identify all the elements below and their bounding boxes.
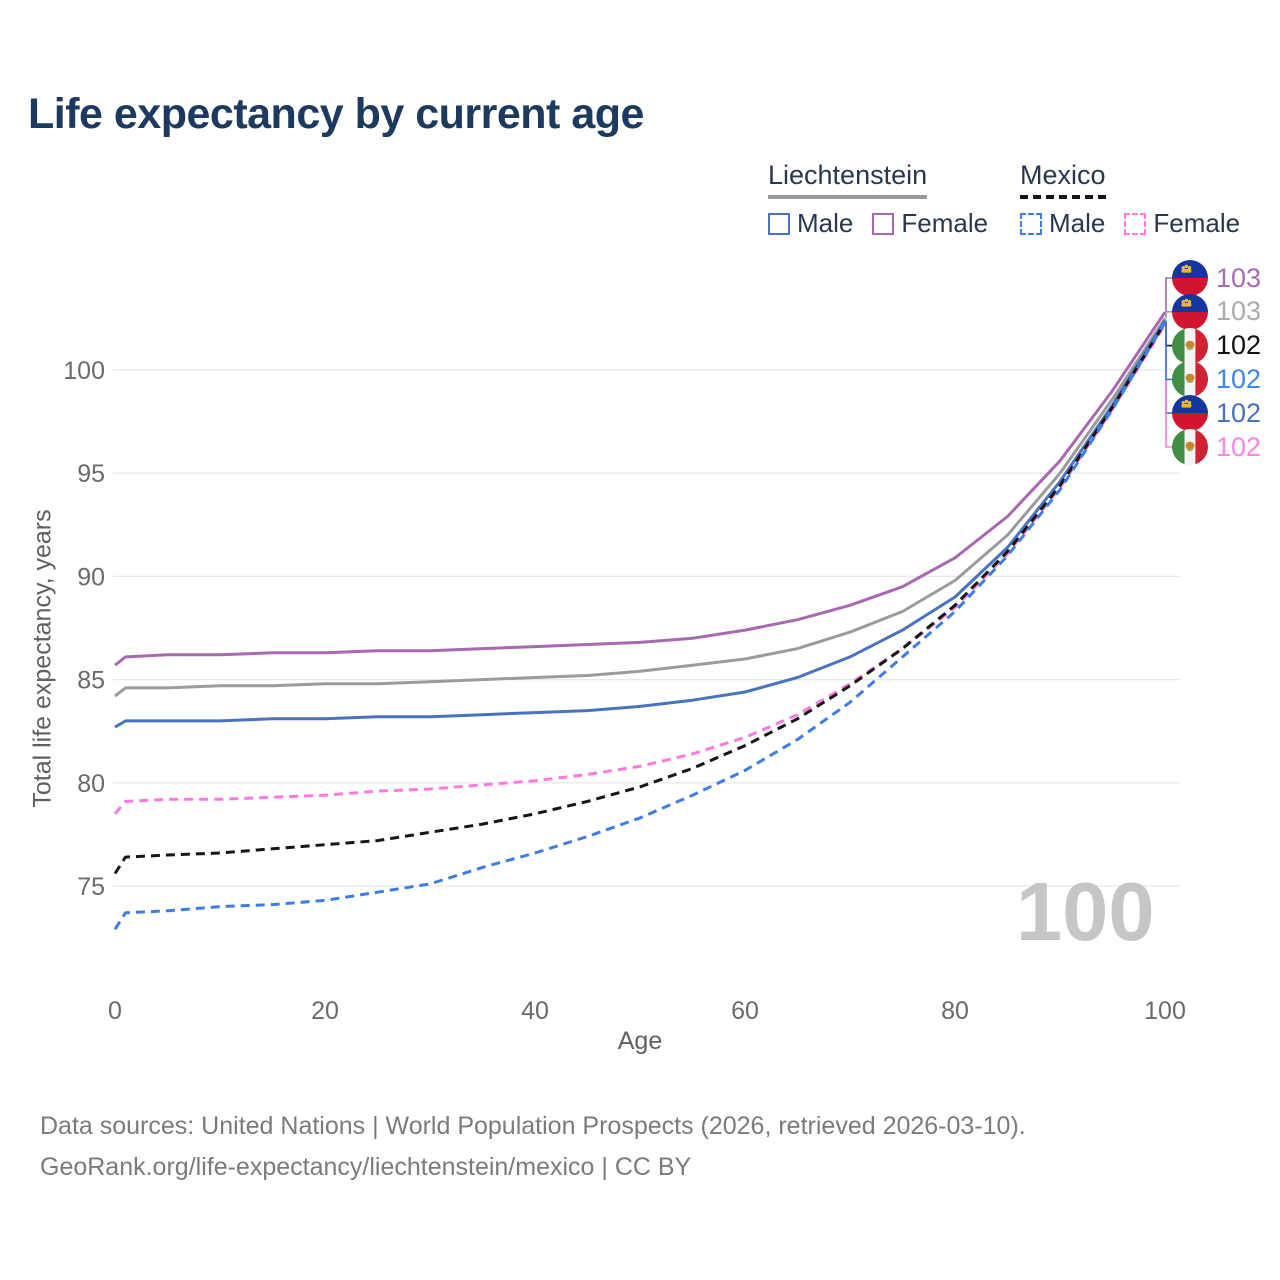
- liechtenstein-flag-icon: [1172, 260, 1208, 296]
- end-label-connector: [1165, 322, 1174, 381]
- mexico-flag-icon: [1172, 361, 1208, 398]
- legend-swatch-icon: [872, 212, 895, 235]
- series-line-mexico-all[interactable]: [113, 321, 1167, 875]
- x-tick-label: 80: [941, 997, 969, 1025]
- y-tick-label: 100: [63, 357, 105, 385]
- end-label-row: 102: [1172, 327, 1262, 364]
- y-tick-label: 80: [77, 770, 105, 798]
- y-tick-label: 90: [77, 563, 105, 591]
- x-tick-label: 40: [521, 997, 549, 1025]
- end-label-value: 103: [1216, 296, 1262, 327]
- x-tick-label: 60: [731, 997, 759, 1025]
- legend-item-liechtenstein-female[interactable]: Female: [872, 208, 988, 239]
- end-label-value: 102: [1216, 363, 1262, 394]
- series-line-liechtenstein-female[interactable]: [114, 311, 1167, 667]
- end-label-row: 102: [1172, 395, 1262, 432]
- x-tick-label: 20: [311, 997, 339, 1025]
- series-line-mexico-male[interactable]: [113, 321, 1167, 931]
- end-label-row: 102: [1172, 429, 1261, 465]
- end-label-value: 102: [1216, 397, 1262, 428]
- y-tick-label: 95: [77, 460, 105, 488]
- legend-item-mexico-male[interactable]: Male: [1020, 208, 1105, 239]
- legend-item-liechtenstein-male[interactable]: Male: [768, 208, 853, 239]
- legend-swatch-icon: [1124, 212, 1147, 235]
- liechtenstein-flag-icon: [1172, 293, 1208, 330]
- x-tick-label: 100: [1144, 997, 1186, 1025]
- end-label-value: 102: [1216, 431, 1262, 462]
- end-label-value: 103: [1216, 262, 1262, 293]
- footer-link: GeoRank.org/life-expectancy/liechtenstei…: [40, 1153, 692, 1181]
- y-axis-title: Total life expectancy, years: [28, 509, 57, 808]
- x-axis-title: Age: [617, 1027, 663, 1055]
- liechtenstein-flag-icon: [1172, 395, 1208, 432]
- legend-group-liechtenstein: Liechtenstein Male Female: [768, 160, 988, 239]
- legend-line-style-sample: [768, 195, 928, 199]
- legend-group-mexico: Mexico Male Female: [1020, 160, 1240, 239]
- end-label-connector: [1165, 277, 1174, 313]
- legend-swatch-icon: [768, 212, 790, 235]
- legend-item-label: Female: [901, 208, 989, 238]
- legend-item-label: Female: [1153, 208, 1241, 238]
- end-label-value: 102: [1216, 330, 1262, 361]
- series-line-liechtenstein-all[interactable]: [114, 317, 1167, 698]
- legend-group-title: Liechtenstein: [768, 160, 928, 190]
- legend-item-label: Male: [797, 208, 854, 238]
- mexico-flag-icon: [1172, 327, 1208, 364]
- page-title: Life expectancy by current age: [28, 90, 644, 138]
- age-indicator-watermark: 100: [1016, 865, 1155, 958]
- legend-swatch-icon: [1020, 212, 1042, 235]
- legend-item-mexico-female[interactable]: Female: [1124, 208, 1240, 239]
- y-tick-label: 75: [77, 873, 105, 901]
- end-label-row: 103: [1172, 293, 1262, 330]
- y-tick-label: 85: [77, 667, 105, 695]
- end-label-connector: [1165, 311, 1174, 319]
- footer: Data sources: United Nations | World Pop…: [40, 1106, 1026, 1188]
- mexico-flag-icon: [1172, 429, 1208, 465]
- legend-line-style-sample: [1020, 195, 1106, 199]
- end-label-row: 102: [1172, 361, 1262, 398]
- end-label-row: 103: [1172, 260, 1261, 296]
- series-line-mexico-female[interactable]: [113, 323, 1167, 815]
- x-tick-label: 0: [108, 997, 122, 1025]
- footer-sources: Data sources: United Nations | World Pop…: [40, 1112, 1026, 1140]
- legend-item-label: Male: [1049, 208, 1106, 238]
- series-line-liechtenstein-male[interactable]: [114, 319, 1167, 729]
- legend-group-title: Mexico: [1020, 160, 1106, 190]
